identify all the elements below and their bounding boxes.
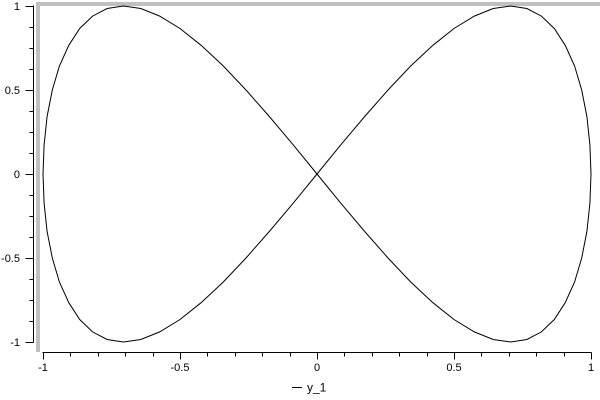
series-line-y_1 [42, 5, 592, 343]
plot-frame [36, 2, 600, 352]
x-tick-label: -0.5 [171, 362, 190, 374]
y-tick-label: 1 [14, 1, 20, 13]
curve-y1 [42, 5, 592, 343]
legend-label: y_1 [307, 381, 327, 395]
x-tick-label: -1 [38, 362, 48, 374]
x-tick-label: 0 [314, 362, 320, 374]
y-tick-label: -0.5 [1, 253, 20, 265]
x-tick-label: 1 [588, 362, 594, 374]
x-tick-label: 0.5 [446, 362, 461, 374]
y-tick-label: 0 [14, 169, 20, 181]
y-tick-label: 0.5 [5, 85, 20, 97]
frame-top-edge [36, 2, 600, 6]
legend: y_1 [292, 381, 327, 395]
axes: -1 -0.5 0 0.5 1 1 0.5 0 -0.5 -1 [1, 1, 594, 374]
y-tick-label: -1 [10, 337, 20, 349]
frame-left-edge [36, 2, 40, 352]
